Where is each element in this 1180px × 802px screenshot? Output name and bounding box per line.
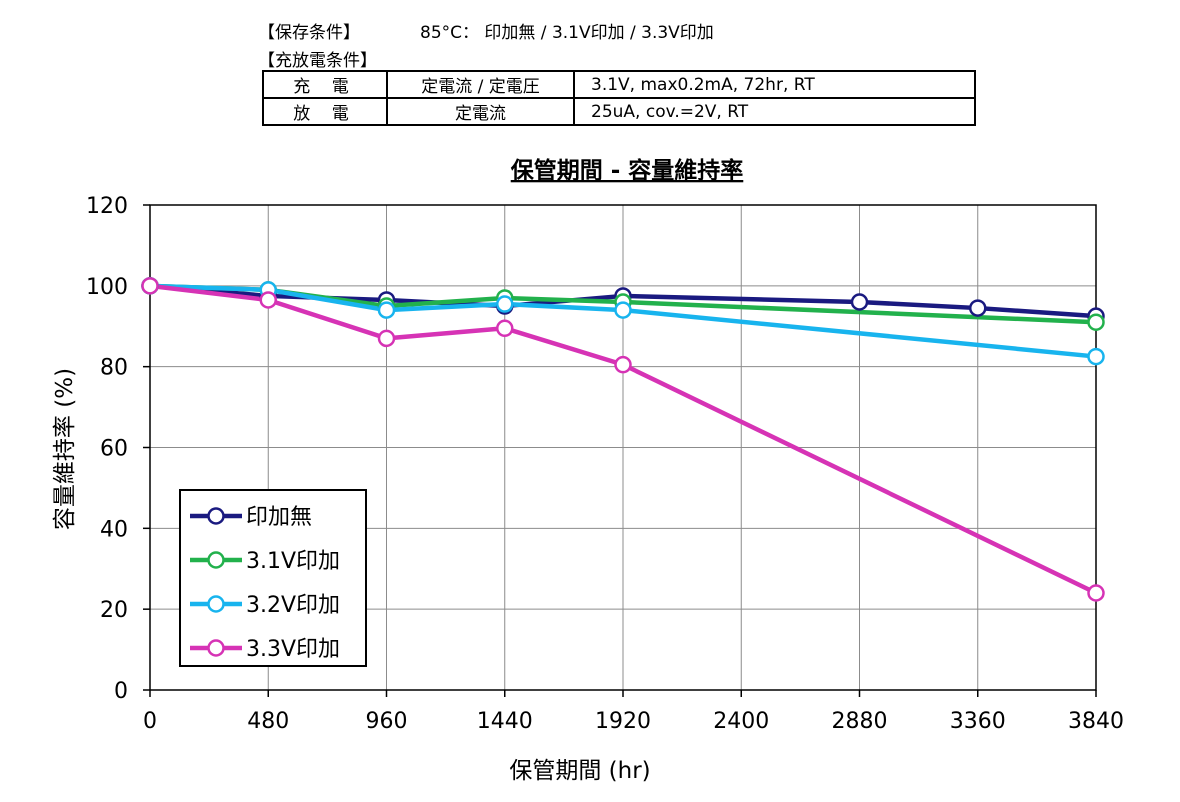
legend-swatch-marker xyxy=(207,551,225,569)
chart-title: 保管期間 - 容量維持率 xyxy=(510,157,744,184)
x-tick-label: 2400 xyxy=(713,709,769,734)
legend: 印加無 3.1V印加 3.2V印加 3.3V印加 xyxy=(179,489,367,667)
x-axis-label: 保管期間 (hr) xyxy=(509,758,650,784)
storage-condition-value: 85°C： 印加無 / 3.1V印加 / 3.3V印加 xyxy=(420,23,714,43)
series-4-point xyxy=(1087,584,1105,602)
y-tick-label: 100 xyxy=(86,275,128,300)
series-4-point xyxy=(259,291,277,309)
series-4-point xyxy=(141,277,159,295)
y-tick-label: 60 xyxy=(100,437,128,462)
row-method: 定電流 xyxy=(386,97,575,126)
y-axis-label: 容量維持率 (%) xyxy=(52,368,78,530)
row-method: 定電流 / 定電圧 xyxy=(386,70,575,99)
row-detail: 25uA, cov.=2V, RT xyxy=(573,97,976,126)
series-1-point xyxy=(969,299,987,317)
row-detail: 3.1V, max0.2mA, 72hr, RT xyxy=(573,70,976,99)
legend-swatch-marker xyxy=(207,595,225,613)
y-tick-label: 120 xyxy=(86,194,128,219)
x-tick-label: 480 xyxy=(247,709,289,734)
x-tick-label: 960 xyxy=(366,709,408,734)
charge-discharge-table: 充 電 定電流 / 定電圧 3.1V, max0.2mA, 72hr, RT 放… xyxy=(262,70,976,126)
legend-label: 3.1V印加 xyxy=(246,549,340,574)
series-line-3 xyxy=(149,283,1097,359)
legend-swatch-marker xyxy=(207,639,225,657)
series-3-point xyxy=(496,295,514,313)
y-tick-label: 20 xyxy=(100,598,128,623)
x-tick-label: 3840 xyxy=(1068,709,1124,734)
table-row: 充 電 定電流 / 定電圧 3.1V, max0.2mA, 72hr, RT xyxy=(262,70,976,99)
row-name: 充 電 xyxy=(262,70,388,99)
x-tick-label: 1440 xyxy=(477,709,533,734)
series-1-point xyxy=(850,293,869,311)
legend-label: 3.2V印加 xyxy=(246,593,340,618)
charge-condition-label: 【充放電条件】 xyxy=(258,51,377,71)
x-tick-label: 2880 xyxy=(832,709,888,734)
legend-swatch-marker xyxy=(207,507,225,525)
series-3-point xyxy=(614,301,632,319)
series-4-point xyxy=(377,329,396,348)
x-tick-label: 0 xyxy=(143,709,157,734)
y-tick-label: 40 xyxy=(100,517,128,542)
x-tick-label: 1920 xyxy=(595,709,651,734)
y-tick-label: 0 xyxy=(114,679,128,704)
series-3-point xyxy=(1087,347,1105,366)
series-3-point xyxy=(377,301,396,319)
table-row: 放 電 定電流 25uA, cov.=2V, RT xyxy=(262,97,976,126)
y-tick-label: 80 xyxy=(100,356,128,381)
series-4-point xyxy=(614,355,632,374)
legend-label: 3.3V印加 xyxy=(246,637,340,662)
series-2-point xyxy=(1087,313,1105,331)
series-line-4 xyxy=(149,283,1097,596)
x-tick-label: 3360 xyxy=(950,709,1006,734)
row-name: 放 電 xyxy=(262,97,388,126)
storage-condition-label: 【保存条件】 xyxy=(258,23,360,43)
series-4-point xyxy=(496,319,514,338)
legend-label: 印加無 xyxy=(246,505,312,530)
